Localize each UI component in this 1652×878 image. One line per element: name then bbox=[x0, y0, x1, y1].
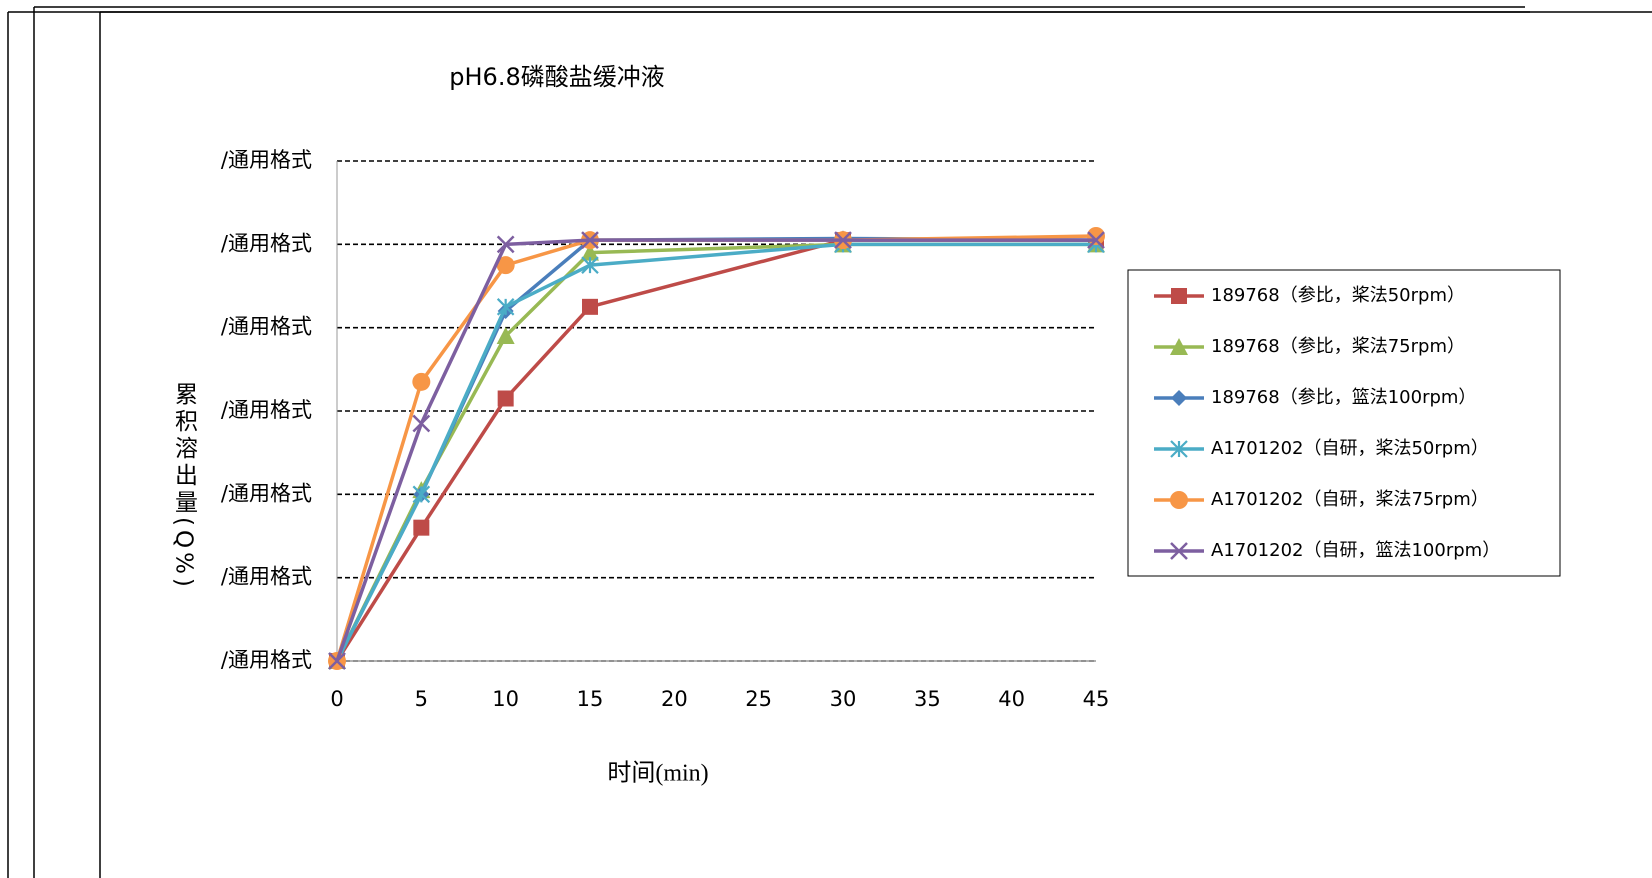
marker bbox=[496, 256, 515, 275]
marker bbox=[497, 390, 514, 407]
marker bbox=[412, 414, 431, 433]
y-tick-label: /通用格式 bbox=[221, 315, 312, 339]
legend-label: A1701202（自研，桨法75rpm） bbox=[1211, 489, 1489, 510]
marker bbox=[496, 298, 515, 316]
marker bbox=[413, 519, 430, 536]
y-tick-label: /通用格式 bbox=[221, 231, 312, 255]
marker bbox=[1170, 491, 1188, 509]
series-line bbox=[335, 238, 1096, 662]
legend-label: A1701202（自研，桨法50rpm） bbox=[1211, 438, 1489, 459]
marker bbox=[581, 231, 599, 250]
x-tick-label: 35 bbox=[914, 687, 941, 711]
y-tick-label: /通用格式 bbox=[221, 648, 312, 672]
marker bbox=[581, 243, 599, 261]
series-line bbox=[335, 242, 1096, 662]
frame bbox=[7, 6, 1652, 878]
x-tick-label: 30 bbox=[830, 687, 857, 711]
marker bbox=[412, 485, 431, 504]
x-tick-label: 25 bbox=[745, 687, 772, 711]
marker bbox=[1170, 338, 1188, 355]
x-tick-label: 10 bbox=[492, 687, 519, 711]
marker bbox=[412, 372, 431, 391]
x-axis-title: 时间(min) bbox=[607, 760, 708, 787]
marker bbox=[581, 256, 599, 274]
marker bbox=[1170, 542, 1188, 560]
y-tick-label: /通用格式 bbox=[221, 565, 312, 589]
series-line bbox=[335, 234, 1097, 662]
legend-box bbox=[1127, 269, 1561, 577]
marker bbox=[496, 327, 515, 344]
y-tick-label: /通用格式 bbox=[221, 148, 312, 172]
chart-title: pH6.8磷酸盐缓冲液 bbox=[449, 63, 664, 91]
y-tick-label: /通用格式 bbox=[221, 398, 312, 422]
legend-label: 189768（参比，桨法50rpm） bbox=[1211, 285, 1465, 306]
legend-label: 189768（参比，桨法75rpm） bbox=[1211, 336, 1465, 357]
x-tick-label: 45 bbox=[1083, 687, 1110, 711]
marker bbox=[1170, 440, 1188, 458]
marker bbox=[1087, 227, 1105, 245]
marker bbox=[582, 298, 598, 315]
series-line bbox=[335, 238, 1096, 662]
legend-label: A1701202（自研，篮法100rpm） bbox=[1211, 540, 1500, 561]
y-tick-label: /通用格式 bbox=[221, 481, 312, 505]
y-axis-title: 累积溶出量(Q%) bbox=[171, 382, 199, 591]
marker bbox=[1171, 390, 1187, 406]
marker bbox=[1171, 288, 1187, 304]
legend-label: 189768（参比，篮法100rpm） bbox=[1211, 387, 1476, 408]
x-tick-label: 0 bbox=[330, 687, 343, 711]
x-tick-label: 5 bbox=[415, 687, 428, 711]
x-tick-label: 20 bbox=[661, 687, 688, 711]
series-line bbox=[335, 242, 1096, 662]
series-line bbox=[335, 236, 1097, 662]
marker bbox=[328, 652, 346, 670]
x-tick-label: 15 bbox=[577, 687, 604, 711]
marker bbox=[834, 231, 852, 250]
marker bbox=[496, 235, 515, 254]
x-tick-label: 40 bbox=[998, 687, 1025, 711]
marker bbox=[1087, 231, 1105, 250]
